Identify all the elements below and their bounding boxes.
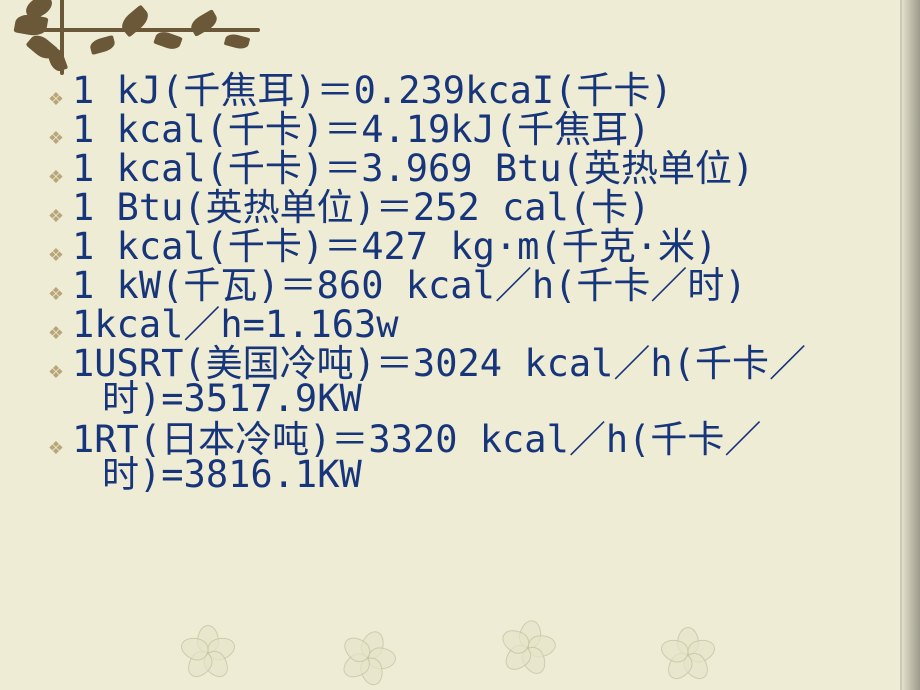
content-list: ❖1 kJ(千焦耳)＝0.239kcaI(千卡)❖1 kcal(千卡)＝4.19… [40, 72, 880, 497]
page-right-edge [902, 0, 920, 690]
list-item-text: 1 kW(千瓦)＝860 kcal／h(千卡／时) [72, 267, 747, 304]
diamond-bullet-icon: ❖ [40, 267, 72, 303]
diamond-bullet-icon: ❖ [40, 189, 72, 225]
list-item-text-continuation: 时)=3517.9KW [102, 380, 880, 417]
list-item: ❖1 Btu(英热单位)＝252 cal(卡) [40, 189, 880, 226]
diamond-bullet-icon: ❖ [40, 72, 72, 108]
list-item-text: 1 kcal(千卡)＝4.19kJ(千焦耳) [72, 111, 650, 148]
diamond-bullet-icon: ❖ [40, 421, 72, 457]
list-item-text-continuation: 时)=3816.1KW [102, 456, 880, 493]
list-item-text: 1 kcal(千卡)＝427 kg·m(千克·米) [72, 228, 717, 265]
list-item: ❖1 kcal(千卡)＝427 kg·m(千克·米) [40, 228, 880, 265]
list-item-text: 1 Btu(英热单位)＝252 cal(卡) [72, 189, 650, 226]
diamond-bullet-icon: ❖ [40, 228, 72, 264]
list-item: ❖1 kcal(千卡)＝4.19kJ(千焦耳) [40, 111, 880, 148]
list-item: ❖1 kW(千瓦)＝860 kcal／h(千卡／时) [40, 267, 880, 304]
list-item-text: 1 kcal(千卡)＝3.969 Btu(英热单位) [72, 150, 754, 187]
list-item-text: 1kcal／h=1.163w [72, 306, 399, 343]
list-item-text: 1 kJ(千焦耳)＝0.239kcaI(千卡) [72, 72, 673, 109]
list-item: ❖1kcal／h=1.163w [40, 306, 880, 343]
diamond-bullet-icon: ❖ [40, 111, 72, 147]
corner-leaf-decoration [0, 0, 270, 80]
diamond-bullet-icon: ❖ [40, 306, 72, 342]
list-item: ❖1 kcal(千卡)＝3.969 Btu(英热单位) [40, 150, 880, 187]
diamond-bullet-icon: ❖ [40, 345, 72, 381]
bottom-flower-decoration [0, 590, 920, 690]
diamond-bullet-icon: ❖ [40, 150, 72, 186]
list-item: ❖1 kJ(千焦耳)＝0.239kcaI(千卡) [40, 72, 880, 109]
